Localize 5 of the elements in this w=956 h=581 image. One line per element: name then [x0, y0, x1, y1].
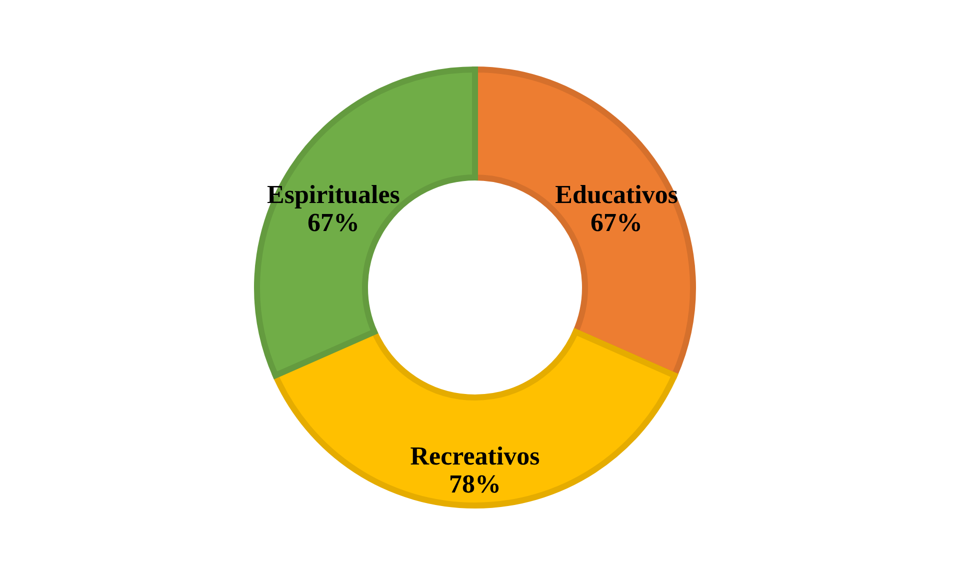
data-label: 67% — [590, 208, 643, 238]
data-label: 78% — [449, 470, 501, 498]
data-label: 67% — [307, 208, 360, 238]
slice-label: Recreativos — [410, 442, 540, 470]
slice-label: Educativos — [555, 180, 678, 210]
